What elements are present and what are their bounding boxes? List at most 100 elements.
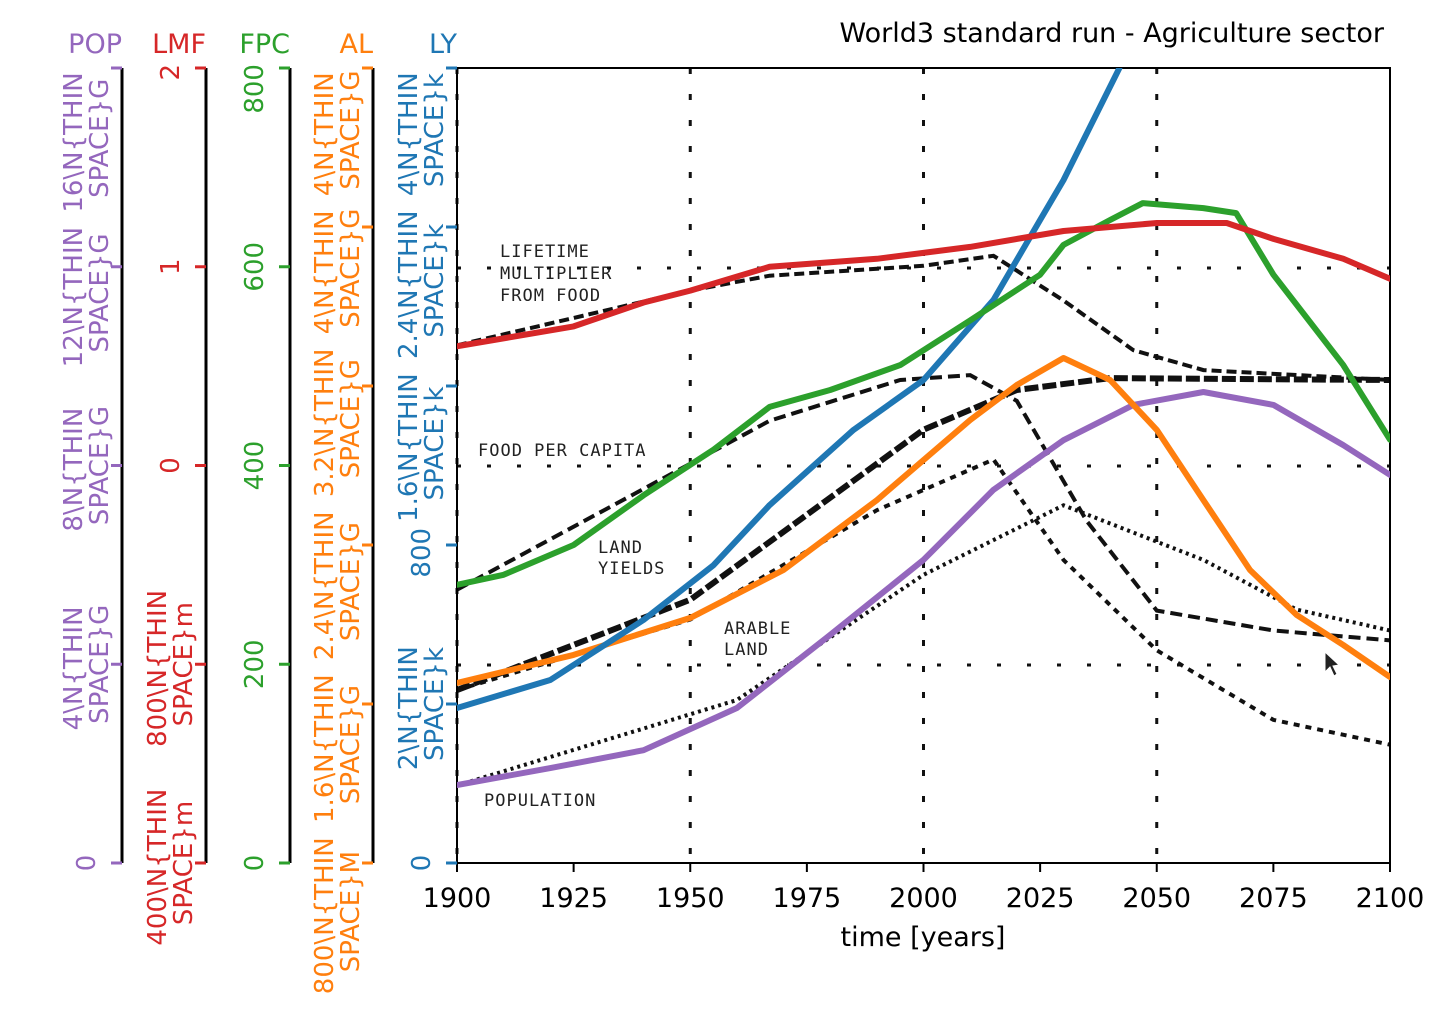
y-tick-label-al: 800\N{THIN SPACE}M	[310, 829, 366, 994]
y-tick-label-line: SPACE}G	[336, 359, 366, 478]
y-tick-label-line: 1.6\N{THIN	[310, 666, 340, 823]
y-tick-label-lmf: 400\N{THIN SPACE}m	[143, 780, 199, 945]
axis-name-pop: POP	[68, 29, 122, 60]
series-line-lmf	[457, 220, 1390, 350]
axes: 1900 1925 1950 1975 2000 2025 2050 2075 210004\N…	[59, 29, 1424, 994]
y-tick-label-fpc: 200	[240, 639, 270, 689]
y-tick-label-line: SPACE}G	[85, 233, 115, 352]
x-tick-label: 2025	[1006, 883, 1075, 914]
y-tick-label-pop: 12\N{THIN SPACE}G	[59, 219, 115, 368]
y-tick-label-fpc: 0	[240, 855, 270, 872]
x-axis-label: time [years]	[841, 922, 1006, 953]
y-tick-label-al: 1.6\N{THIN SPACE}G	[310, 666, 366, 823]
y-tick-label-line: 800\N{THIN	[143, 582, 173, 747]
y-tick-label-line: SPACE}G	[336, 522, 366, 641]
y-tick-label-line: SPACE}m	[169, 801, 199, 925]
y-tick-label-pop: 8\N{THIN SPACE}G	[59, 399, 115, 531]
scan-reference-curve	[456, 373, 1391, 643]
axis-name-ly: LY	[429, 29, 457, 60]
scan-reference-curve	[456, 253, 1391, 382]
y-tick-label-fpc: 400	[240, 441, 270, 491]
scan-annotation: LAND	[724, 640, 769, 660]
y-tick-label-fpc: 600	[240, 242, 270, 292]
y-tick-label-line: 8\N{THIN	[59, 399, 89, 531]
y-tick-label-lmf: 0	[156, 457, 186, 474]
y-tick-label-line: 2\N{THIN	[394, 638, 424, 770]
y-tick-label-line: SPACE}G	[336, 209, 366, 328]
y-tick-label-line: SPACE}G	[85, 406, 115, 525]
y-tick-label-lmf: 2	[156, 64, 186, 81]
y-tick-label-al: 4\N{THIN SPACE}G	[310, 202, 366, 334]
series-lines	[457, 68, 1390, 788]
y-tick-label-lmf: 800\N{THIN SPACE}m	[143, 582, 199, 747]
plot-frame	[456, 67, 1391, 864]
y-tick-label-line: 4\N{THIN	[394, 64, 424, 196]
y-tick-label-al: 2.4\N{THIN SPACE}G	[310, 503, 366, 660]
y-tick-label-line: 4\N{THIN	[59, 598, 89, 730]
y-tick-label-line: 4\N{THIN	[310, 64, 340, 196]
y-tick-label-ly: 800	[407, 528, 437, 578]
x-tick-label: 2050	[1122, 883, 1191, 914]
y-tick-label-line: SPACE}G	[85, 79, 115, 198]
y-tick-label-lmf: 1	[156, 258, 186, 275]
y-tick-label-line: SPACE}k	[420, 647, 450, 761]
mouse-cursor-icon	[1324, 650, 1341, 677]
series-line-pop	[457, 389, 1390, 788]
series-line-ly	[457, 68, 1123, 711]
y-tick-label-ly: 0	[407, 855, 437, 872]
y-tick-label-ly: 2.4\N{THIN SPACE}k	[394, 202, 450, 359]
y-tick-label-line: 2.4\N{THIN	[394, 202, 424, 359]
y-tick-label-line: SPACE}G	[85, 605, 115, 724]
y-tick-label-line: 3.2\N{THIN	[310, 340, 340, 497]
y-tick-label-line: 12\N{THIN	[59, 219, 89, 368]
x-tick-label: 1950	[656, 883, 725, 914]
axis-name-al: AL	[339, 29, 373, 60]
y-tick-label-line: SPACE}M	[336, 851, 366, 972]
y-tick-label-ly: 1.6\N{THIN SPACE}k	[394, 365, 450, 522]
x-tick-label: 2100	[1356, 883, 1425, 914]
y-tick-label-al: 3.2\N{THIN SPACE}G	[310, 340, 366, 497]
x-tick-label: 2075	[1239, 883, 1308, 914]
scan-annotation: MULTIPLIER	[500, 264, 612, 284]
y-tick-label-line: SPACE}G	[336, 70, 366, 189]
series-line-al	[457, 355, 1390, 686]
series-line-fpc	[457, 200, 1390, 588]
y-tick-label-line: 16\N{THIN	[59, 64, 89, 213]
axis-name-fpc: FPC	[239, 29, 290, 60]
y-tick-label-fpc: 800	[240, 64, 270, 114]
y-tick-label-line: 2.4\N{THIN	[310, 503, 340, 660]
y-tick-label-line: 800\N{THIN	[310, 829, 340, 994]
chart-title: World3 standard run - Agriculture sector	[839, 18, 1384, 49]
x-tick-label: 1900	[423, 883, 492, 914]
scan-annotation: POPULATION	[484, 791, 596, 811]
scan-annotation: LIFETIME	[500, 242, 590, 262]
scan-annotation: FOOD PER CAPITA	[478, 441, 647, 461]
scan-reference-curve	[456, 457, 1391, 747]
y-tick-label-pop: 16\N{THIN SPACE}G	[59, 64, 115, 213]
axis-name-lmf: LMF	[152, 29, 206, 60]
x-tick-label: 2000	[889, 883, 958, 914]
y-tick-label-line: SPACE}m	[169, 602, 199, 726]
y-tick-label-line: SPACE}k	[420, 73, 450, 187]
y-tick-label-ly: 4\N{THIN SPACE}k	[394, 64, 450, 196]
y-tick-label-line: SPACE}G	[336, 685, 366, 804]
x-tick-label: 1975	[773, 883, 842, 914]
y-tick-label-line: 1.6\N{THIN	[394, 365, 424, 522]
y-tick-label-pop: 0	[72, 855, 102, 872]
y-tick-label-ly: 2\N{THIN SPACE}k	[394, 638, 450, 770]
y-tick-label-line: SPACE}k	[420, 386, 450, 500]
x-tick-label: 1925	[539, 883, 608, 914]
grid	[455, 68, 1390, 863]
scan-annotation: LAND	[598, 538, 643, 558]
scan-annotation: YIELDS	[598, 559, 665, 579]
y-tick-label-line: SPACE}k	[420, 224, 450, 338]
y-tick-label-pop: 4\N{THIN SPACE}G	[59, 598, 115, 730]
scan-reference-curve	[456, 503, 1391, 788]
y-tick-label-al: 4\N{THIN SPACE}G	[310, 64, 366, 196]
y-tick-label-line: 400\N{THIN	[143, 780, 173, 945]
y-tick-label-line: 4\N{THIN	[310, 202, 340, 334]
scan-annotation: ARABLE	[724, 619, 791, 639]
scan-annotation: FROM FOOD	[500, 286, 601, 306]
